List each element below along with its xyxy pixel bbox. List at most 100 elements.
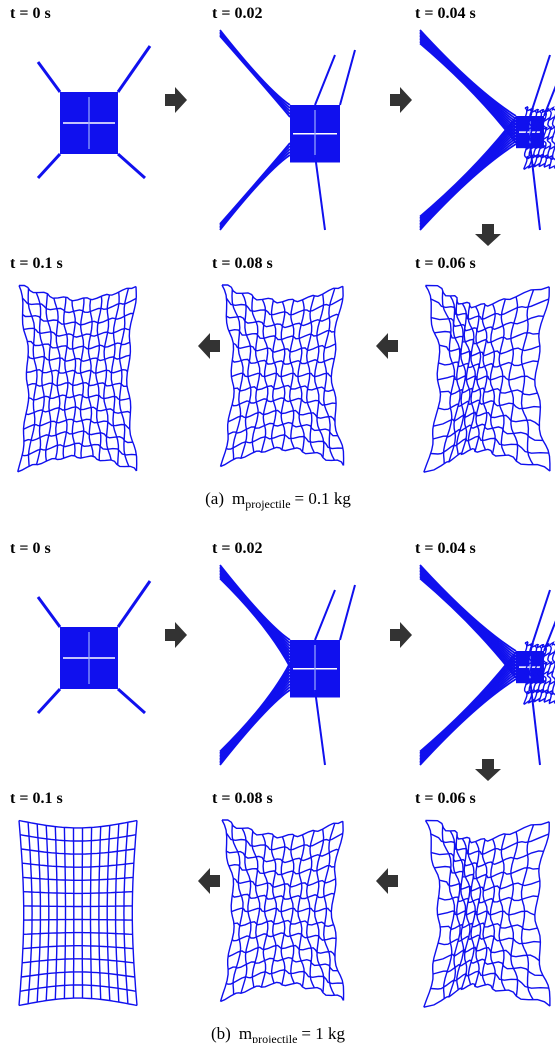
net-strand <box>132 821 137 1006</box>
time-label: t = 0.06 s <box>415 255 476 272</box>
net-corner-line <box>315 590 335 640</box>
net-strand <box>420 30 516 116</box>
net-strand <box>420 36 516 128</box>
caption-value: = 0.1 kg <box>295 489 352 508</box>
net-strand <box>220 30 290 105</box>
net-strand <box>424 821 441 1008</box>
net-strand <box>220 690 290 765</box>
arrow <box>198 868 220 894</box>
caption-label: (a) <box>205 489 224 508</box>
caption-subscript: projectile <box>252 1032 297 1043</box>
net-strand <box>63 297 68 458</box>
figure: t = 0 s t = 0.02 t = 0.04 s t = 0.1 s t = 0.… <box>0 0 555 1043</box>
time-label: t = 0.02 <box>212 5 262 22</box>
net-strand <box>220 35 290 115</box>
net-strand <box>220 143 290 224</box>
time-label: t = 0.08 s <box>212 255 273 272</box>
net-strand <box>220 681 290 761</box>
arrow <box>165 622 187 648</box>
net-strand <box>221 982 344 1001</box>
net-strand <box>431 834 549 854</box>
net-strand <box>222 285 343 303</box>
net-strand <box>424 286 441 473</box>
arrow <box>376 868 398 894</box>
net-strand <box>420 132 516 224</box>
net-strand <box>220 146 290 226</box>
caption-symbol: m <box>232 489 245 508</box>
time-label: t = 0.1 s <box>10 790 63 807</box>
net-strand <box>535 822 550 1006</box>
net-strand <box>525 137 553 140</box>
net-corner-line <box>315 55 335 105</box>
net-corner-line <box>38 689 60 713</box>
caption-symbol: m <box>239 1024 252 1043</box>
net-strand <box>420 579 516 679</box>
net-strand <box>331 286 343 465</box>
net-strand <box>438 935 540 944</box>
panel: t = 0 s t = 0.02 t = 0.04 s t = 0.1 s t = 0.… <box>10 540 555 1043</box>
time-label: t = 0.08 s <box>212 790 273 807</box>
net-strand <box>420 144 516 230</box>
net-strand <box>220 570 290 650</box>
net-corner-line <box>38 62 60 92</box>
arrow <box>390 87 412 113</box>
net-strand <box>420 565 516 651</box>
net-strand <box>420 571 516 663</box>
net-corner-line <box>315 155 325 230</box>
net-corner-line <box>118 154 145 178</box>
net-strand <box>420 679 516 765</box>
net-strand <box>438 400 540 409</box>
net-strand <box>420 44 516 144</box>
net-strand <box>220 36 290 117</box>
caption-label: (b) <box>211 1024 231 1043</box>
net-strand <box>19 821 24 1006</box>
caption-value: = 1 kg <box>301 1024 345 1043</box>
arrow <box>376 333 398 359</box>
net-corner-line <box>118 46 150 92</box>
net-strand <box>80 298 84 458</box>
net-strand <box>535 287 550 471</box>
arrow <box>198 333 220 359</box>
panel: t = 0 s t = 0.02 t = 0.04 s t = 0.1 s t = 0.… <box>10 5 555 511</box>
net-corner-line <box>544 585 555 651</box>
time-label: t = 0.1 s <box>10 255 63 272</box>
net-corner-line <box>340 50 355 105</box>
net-strand <box>220 663 290 752</box>
net-strand <box>439 880 540 891</box>
net-strand <box>220 155 290 230</box>
net-corner-line <box>315 690 325 765</box>
arrow <box>390 622 412 648</box>
net-strand <box>431 299 549 319</box>
arrow <box>475 759 501 781</box>
time-label: t = 0.04 s <box>415 5 476 22</box>
time-label: t = 0.02 <box>212 540 262 557</box>
net-strand <box>420 117 516 217</box>
net-corner-line <box>118 581 150 627</box>
net-corner-line <box>118 689 145 713</box>
net-strand <box>18 286 29 472</box>
net-strand <box>331 821 343 1000</box>
net-corner-line <box>340 585 355 640</box>
net-strand <box>431 316 543 332</box>
time-label: t = 0 s <box>10 5 51 22</box>
net-strand <box>96 296 102 460</box>
net-strand <box>439 345 540 356</box>
caption-subscript: projectile <box>245 497 290 511</box>
net-strand <box>431 851 543 867</box>
time-label: t = 0.06 s <box>415 790 476 807</box>
net-strand <box>220 565 290 640</box>
arrow <box>165 87 187 113</box>
time-label: t = 0 s <box>10 540 51 557</box>
arrow <box>475 224 501 246</box>
net-corner-line <box>38 154 60 178</box>
net-strand <box>222 820 343 838</box>
net-corner-line <box>38 597 60 627</box>
net-strand <box>420 652 516 752</box>
caption: (b) mprojectile = 1 kg <box>211 1024 345 1043</box>
net-strand <box>420 667 516 759</box>
caption: (a) mprojectile = 0.1 kg <box>205 489 351 511</box>
net-strand <box>220 579 290 668</box>
net-corner-line <box>544 50 555 116</box>
net-strand <box>525 672 553 675</box>
time-label: t = 0.04 s <box>415 540 476 557</box>
